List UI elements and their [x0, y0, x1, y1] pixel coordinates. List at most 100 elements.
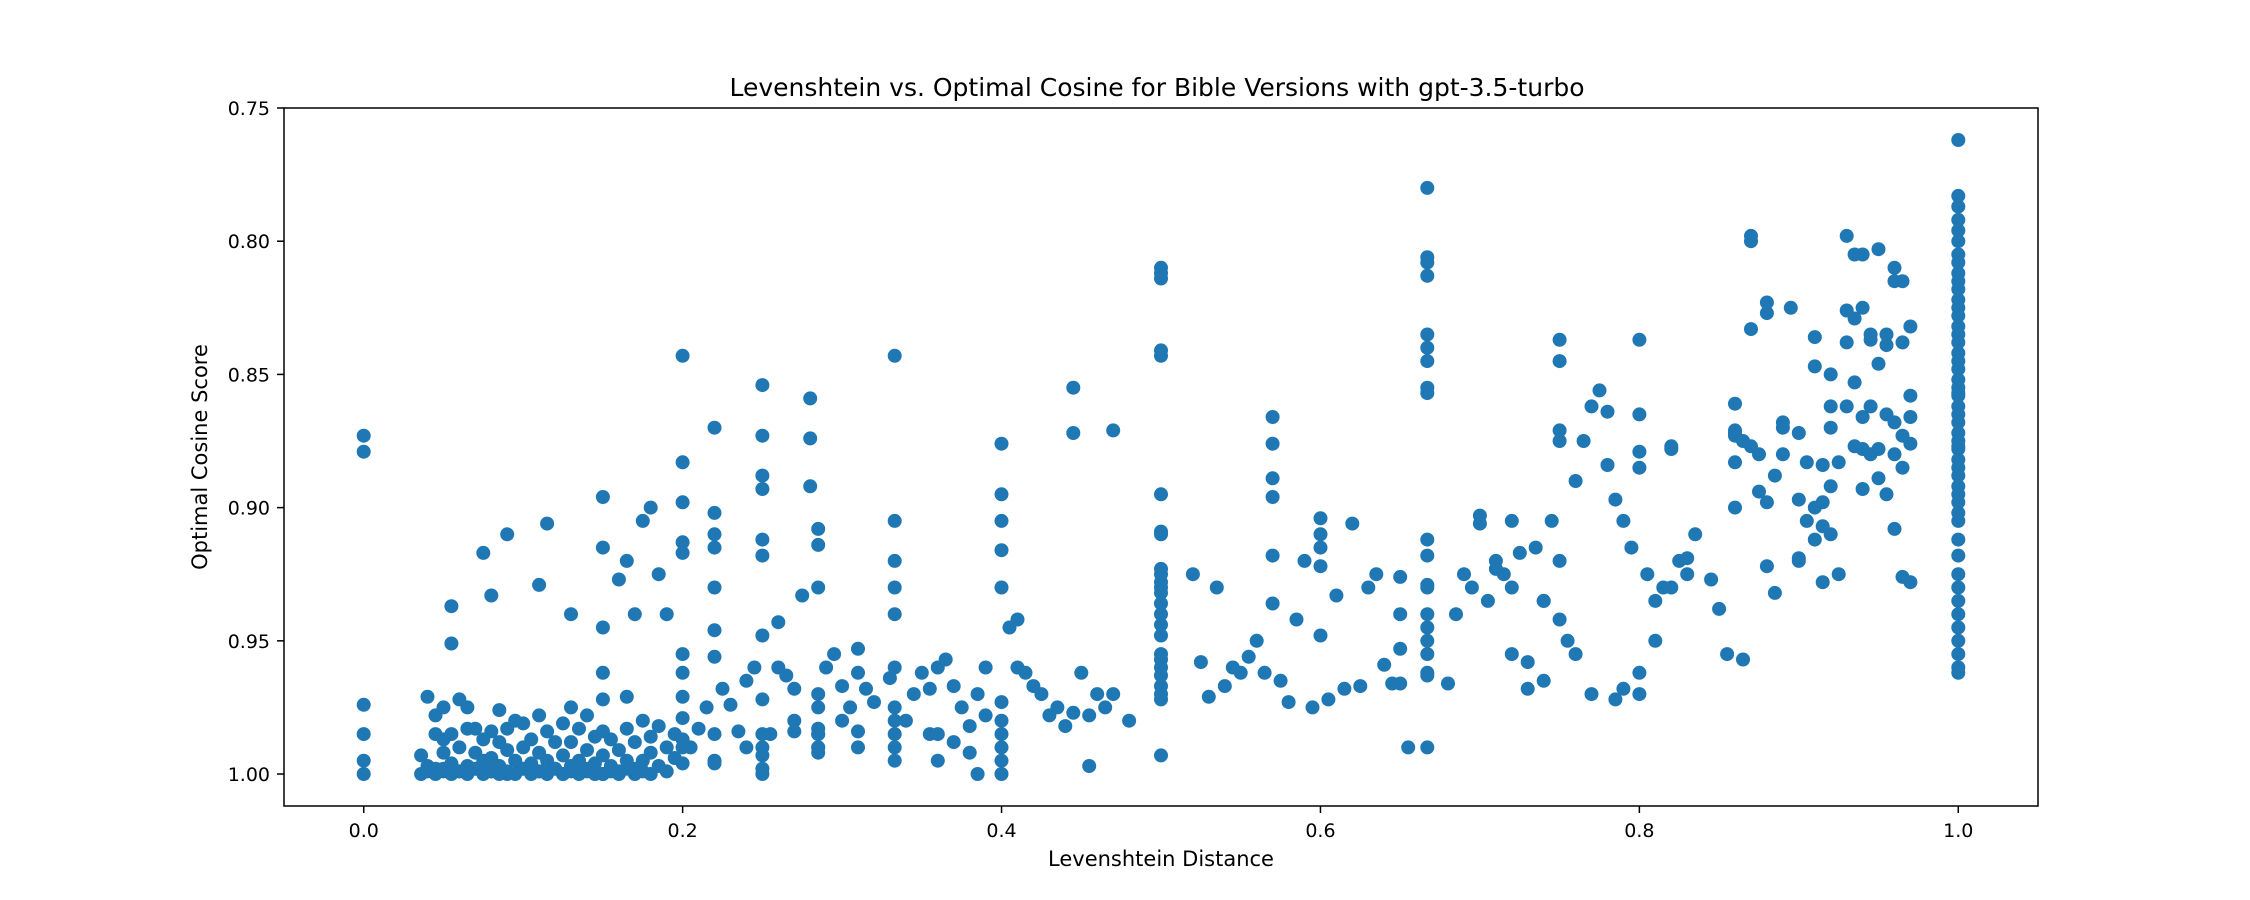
data-point	[1106, 687, 1121, 702]
data-point	[994, 727, 1009, 742]
data-point	[1420, 327, 1435, 342]
data-point	[1728, 455, 1742, 470]
data-point	[1345, 516, 1360, 531]
data-point	[1584, 687, 1599, 702]
data-point	[1420, 180, 1435, 195]
data-point	[1305, 700, 1320, 715]
data-point	[1313, 540, 1328, 555]
data-point	[978, 708, 993, 723]
data-point	[675, 740, 690, 755]
data-point	[755, 628, 770, 643]
data-point	[1951, 593, 1966, 608]
data-point	[1193, 655, 1208, 670]
data-point	[1018, 665, 1033, 680]
data-point	[1313, 628, 1328, 643]
data-point	[887, 740, 902, 755]
data-point	[1265, 471, 1280, 486]
x-tick-label: 0.8	[1624, 820, 1654, 842]
data-point	[1257, 665, 1272, 680]
data-point	[675, 647, 690, 662]
data-point	[1951, 415, 1966, 430]
data-point	[1066, 705, 1081, 720]
data-point	[675, 495, 690, 510]
data-point	[1903, 575, 1918, 590]
data-point	[795, 588, 810, 603]
data-point	[930, 753, 945, 768]
data-point	[452, 740, 467, 755]
data-point	[1887, 447, 1902, 462]
data-point	[1855, 482, 1870, 496]
data-point	[1600, 458, 1615, 472]
data-point	[1807, 359, 1822, 374]
data-point	[436, 745, 451, 760]
data-point	[595, 665, 610, 680]
data-point	[572, 721, 586, 736]
data-point	[787, 724, 802, 739]
x-tick-label: 1.0	[1943, 820, 1973, 842]
data-point	[994, 753, 1009, 768]
data-point	[962, 719, 977, 734]
data-point	[619, 553, 634, 568]
data-point	[532, 708, 547, 723]
data-point	[1241, 649, 1256, 664]
data-point	[1951, 665, 1966, 680]
data-point	[962, 745, 977, 760]
data-point	[1393, 676, 1408, 691]
data-point	[1632, 332, 1647, 347]
data-point	[1090, 687, 1105, 702]
data-point	[739, 673, 754, 688]
data-point	[887, 513, 902, 528]
data-point	[803, 431, 818, 446]
data-point	[1520, 655, 1535, 670]
data-point	[1441, 676, 1455, 691]
data-point	[356, 444, 371, 459]
data-point	[1632, 407, 1647, 422]
data-point	[811, 580, 826, 595]
data-point	[540, 724, 555, 739]
data-point	[532, 577, 547, 592]
data-point	[1728, 428, 1742, 443]
data-point	[1122, 713, 1137, 728]
data-point	[1664, 580, 1679, 595]
y-axis-title: Optimal Cosine Score	[188, 344, 212, 570]
data-point	[436, 700, 451, 715]
data-point	[1951, 234, 1966, 249]
data-point	[1951, 255, 1966, 270]
data-point	[595, 540, 610, 555]
data-point	[356, 428, 371, 443]
data-point	[619, 689, 634, 704]
data-point	[970, 767, 985, 781]
data-point	[887, 607, 902, 622]
data-point	[1648, 593, 1663, 608]
chart-title: Levenshtein vs. Optimal Cosine for Bible…	[729, 73, 1584, 102]
data-point	[1871, 471, 1886, 486]
data-point	[898, 713, 913, 728]
data-point	[651, 719, 666, 734]
data-point	[1420, 607, 1435, 622]
data-point	[1321, 692, 1336, 707]
data-point	[811, 687, 826, 702]
data-point	[707, 623, 722, 638]
data-point	[1512, 545, 1527, 560]
data-point	[1377, 657, 1392, 672]
data-point	[1759, 295, 1774, 310]
data-point	[755, 727, 770, 742]
data-point	[755, 767, 770, 781]
data-point	[1951, 620, 1966, 635]
data-point	[1895, 460, 1910, 475]
data-point	[1951, 647, 1966, 662]
data-point	[1420, 386, 1435, 401]
data-point	[1034, 687, 1049, 702]
data-point	[484, 724, 499, 739]
data-point	[811, 727, 826, 742]
data-point	[1265, 490, 1280, 504]
data-point	[755, 748, 770, 763]
data-point	[1457, 567, 1471, 582]
data-point	[1736, 652, 1750, 667]
data-point	[1536, 673, 1551, 688]
data-point	[1369, 567, 1384, 582]
data-point	[611, 572, 626, 587]
data-point	[675, 455, 690, 470]
data-point	[643, 729, 658, 744]
